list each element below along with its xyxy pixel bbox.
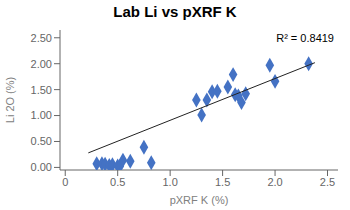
svg-text:Li 2O (%): Li 2O (%) bbox=[8, 77, 16, 123]
svg-text:0: 0 bbox=[62, 176, 68, 188]
svg-text:pXRF K (%): pXRF K (%) bbox=[170, 194, 229, 206]
svg-text:1.5: 1.5 bbox=[215, 176, 230, 188]
svg-text:2.00: 2.00 bbox=[31, 58, 52, 70]
svg-text:2.5: 2.5 bbox=[320, 176, 335, 188]
svg-text:1.50: 1.50 bbox=[31, 84, 52, 96]
svg-text:2.0: 2.0 bbox=[267, 176, 282, 188]
svg-text:1.0: 1.0 bbox=[163, 176, 178, 188]
svg-text:2.50: 2.50 bbox=[31, 32, 52, 44]
svg-text:0.50: 0.50 bbox=[31, 135, 52, 147]
svg-text:1.00: 1.00 bbox=[31, 109, 52, 121]
html-text:R² = 0.8419: R² = 0.8419 bbox=[276, 32, 334, 44]
svg-text:0.00: 0.00 bbox=[31, 161, 52, 173]
svg-text:0.5: 0.5 bbox=[110, 176, 125, 188]
html-text:Lab Li vs pXRF K: Lab Li vs pXRF K bbox=[113, 3, 237, 20]
